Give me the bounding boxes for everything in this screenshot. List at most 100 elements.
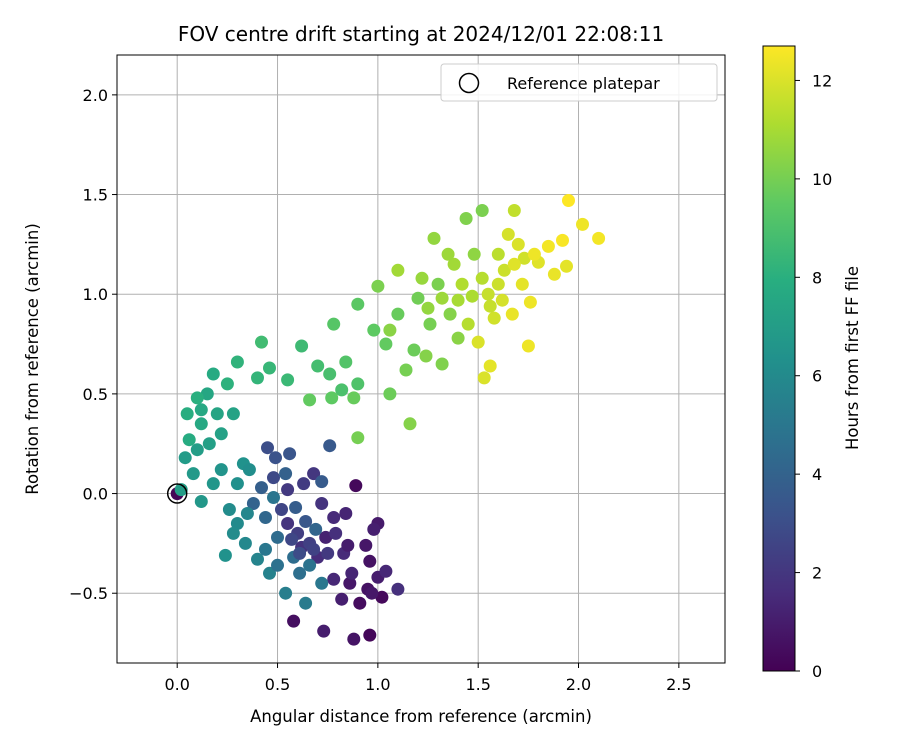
data-point [190, 391, 204, 405]
data-point [507, 257, 521, 271]
data-point [359, 538, 373, 552]
data-point [182, 433, 196, 447]
reference-marker [166, 483, 188, 504]
data-point [335, 592, 349, 606]
data-point [303, 393, 317, 407]
data-point [259, 511, 272, 524]
data-point [507, 204, 521, 217]
data-point [421, 301, 435, 315]
grid-lines [117, 55, 725, 663]
x-tick-label: 0.0 [164, 675, 189, 694]
data-point [315, 576, 329, 590]
data-point [281, 483, 295, 497]
data-point [391, 263, 405, 277]
data-point [556, 233, 569, 247]
data-point [307, 467, 321, 481]
x-tick-label: 2.0 [566, 675, 591, 694]
legend-box [440, 63, 718, 102]
data-point [547, 267, 561, 281]
data-point [367, 323, 381, 337]
colorbar-tick-label: 6 [812, 367, 822, 386]
data-point [206, 367, 220, 381]
x-tick-label: 1.5 [465, 675, 490, 694]
data-point [363, 554, 377, 568]
plot-area-frame [116, 54, 726, 664]
data-point [323, 439, 337, 453]
data-point [279, 467, 293, 481]
data-point [576, 217, 589, 231]
data-point [419, 349, 433, 363]
data-point [443, 307, 457, 321]
data-point [541, 239, 555, 253]
data-point [339, 507, 353, 520]
data-point [315, 475, 329, 489]
legend-entry-reference: Reference platepar [507, 74, 660, 93]
x-axis-ticks: 0.0 0.5 1.0 1.5 2.0 2.5 [164, 663, 692, 694]
data-point [325, 391, 339, 405]
data-point [210, 407, 224, 421]
data-point [349, 479, 363, 493]
data-point [251, 552, 264, 566]
reference-platepar-marker [166, 483, 188, 504]
data-point [271, 530, 284, 544]
x-tick-label: 1.0 [365, 675, 390, 694]
data-point [383, 323, 397, 337]
data-point [321, 546, 335, 560]
data-point [403, 417, 417, 431]
data-point [483, 299, 497, 313]
data-point [327, 317, 341, 331]
x-axis-label: Angular distance from reference (arcmin) [250, 707, 592, 726]
data-point [293, 546, 307, 560]
data-point [347, 391, 361, 405]
data-point [471, 335, 485, 349]
data-point [230, 477, 244, 491]
data-point [293, 566, 307, 580]
data-point [423, 317, 437, 331]
colorbar-gradient [762, 45, 796, 672]
data-point [491, 247, 505, 261]
data-point [415, 271, 429, 285]
data-point [285, 532, 299, 546]
data-point [379, 564, 393, 578]
data-point [391, 307, 405, 321]
data-point [465, 289, 479, 303]
data-point [214, 427, 228, 441]
data-point [327, 511, 341, 524]
data-point [477, 371, 491, 385]
data-point [226, 526, 240, 540]
data-point [407, 343, 421, 357]
data-point [511, 237, 525, 251]
data-point [261, 441, 274, 455]
data-point [523, 295, 537, 309]
data-point [240, 507, 254, 520]
data-point [371, 279, 385, 293]
data-point [281, 373, 295, 387]
data-point [365, 586, 379, 600]
y-tick-label: 2.0 [83, 86, 108, 105]
data-point [230, 355, 244, 369]
data-point [242, 463, 256, 477]
colorbar-tick-label: 8 [812, 268, 822, 287]
y-tick-label: −0.5 [69, 584, 108, 603]
data-point [281, 517, 295, 530]
data-point [459, 212, 473, 225]
data-point [226, 407, 240, 421]
data-point [383, 387, 397, 401]
data-point [222, 503, 236, 516]
data-point [351, 297, 365, 311]
data-point [295, 339, 309, 353]
data-point [289, 501, 303, 514]
data-point [220, 377, 234, 391]
data-point [461, 317, 475, 331]
data-point [218, 548, 232, 562]
colorbar-tick-label: 0 [812, 662, 822, 681]
data-point [560, 259, 573, 273]
data-point [315, 497, 329, 510]
data-point [269, 451, 282, 465]
data-point [475, 271, 489, 285]
data-point [527, 247, 541, 261]
data-point [435, 357, 449, 371]
data-point [367, 522, 381, 536]
data-point [483, 359, 497, 373]
